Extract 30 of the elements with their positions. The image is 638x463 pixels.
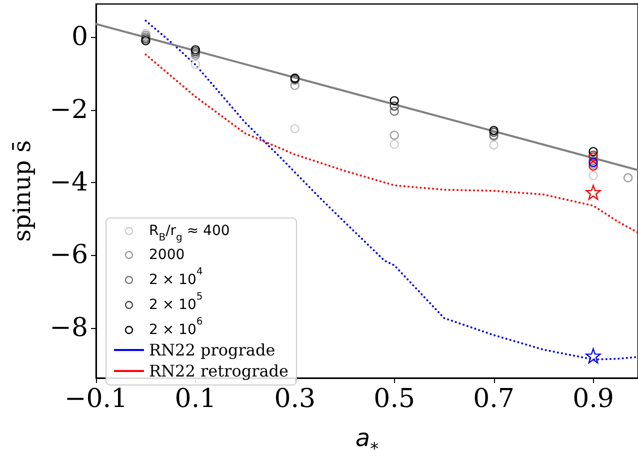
point — [586, 184, 601, 200]
point — [586, 348, 601, 364]
point — [623, 173, 633, 182]
legend-label: RN22 prograde — [149, 340, 276, 360]
point — [290, 80, 300, 90]
point — [390, 140, 399, 149]
point — [190, 60, 200, 69]
point — [588, 170, 598, 180]
x-tick-label: 0.3 — [274, 384, 316, 414]
x-axis-title: a* — [355, 424, 379, 460]
x-tick-label: 0.1 — [174, 384, 216, 414]
legend-label: 2000 — [149, 247, 185, 263]
point — [290, 124, 300, 134]
x-tick-label: 0.7 — [473, 384, 514, 414]
y-axis-title: spinup s̄ — [8, 140, 36, 242]
point — [390, 96, 399, 106]
y-tick-label: 0 — [71, 22, 88, 52]
point — [390, 106, 399, 116]
point — [489, 140, 498, 150]
y-tick-label: −6 — [50, 240, 88, 270]
x-tick-label: −0.1 — [64, 384, 128, 414]
y-tick-label: −4 — [50, 167, 88, 198]
x-tick-label: 0.5 — [374, 384, 416, 414]
y-tick-label: −2 — [50, 94, 88, 125]
x-tick-label: 0.9 — [572, 384, 614, 414]
point — [390, 102, 399, 111]
legend-label: RN22 retrograde — [149, 362, 288, 380]
point — [588, 146, 598, 156]
y-tick-label: −8 — [50, 312, 88, 343]
point — [390, 130, 399, 140]
